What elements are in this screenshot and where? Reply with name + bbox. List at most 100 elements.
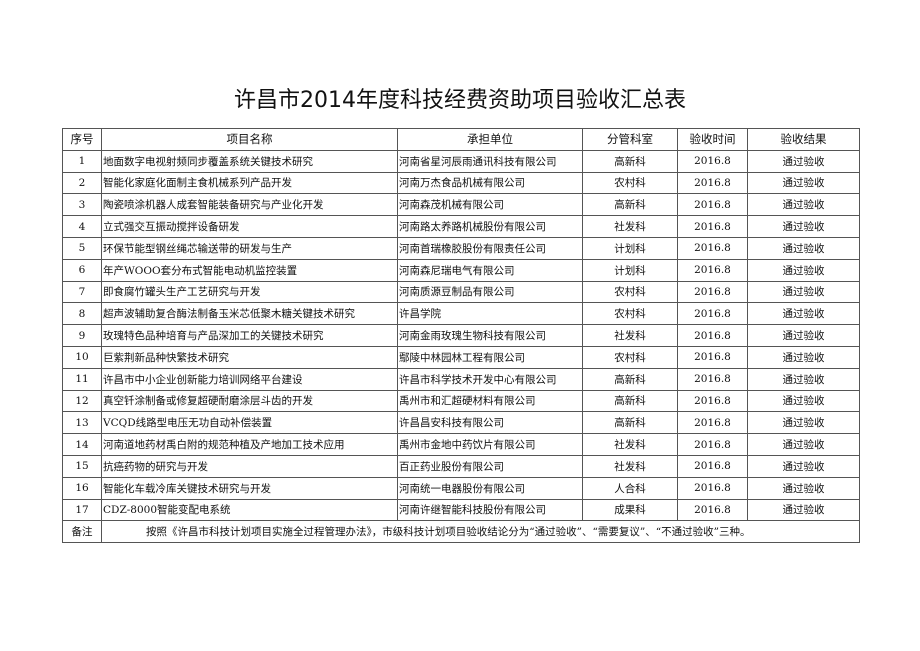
col-acceptance-result-cell: 通过验收 (747, 433, 860, 456)
col-department-cell: 农村科 (582, 171, 678, 195)
col-index-cell: 1 (62, 149, 102, 173)
col-organization-cell: 河南路太养路机械股份有限公司 (397, 215, 583, 238)
table-row: 7 即食腐竹罐头生产工艺研究与开发 河南质源豆制品有限公司 农村科 2016.8 通过验收 (62, 280, 860, 304)
col-acceptance-result-cell: 通过验收 (747, 367, 860, 391)
col-department-cell: 农村科 (582, 280, 678, 304)
col-department-cell: 计划科 (582, 236, 678, 260)
note-row: 备注 按照《许昌市科技计划项目实施全过程管理办法》，市级科技计划项目验收结论分为“… (62, 520, 860, 544)
col-index-cell: 8 (62, 302, 102, 326)
col-acceptance-result-cell: 通过验收 (747, 389, 860, 413)
col-index-cell: 11 (62, 367, 102, 391)
col-acceptance-time-cell: 2016.8 (677, 149, 748, 173)
col-organization-cell: 河南森尼瑞电气有限公司 (397, 258, 583, 282)
table-row: 10 巨紫荆新品种快繁技术研究 鄢陵中林园林工程有限公司 农村科 2016.8 通过验收 (62, 345, 860, 369)
col-organization-cell: 河南万杰食品机械有限公司 (397, 171, 583, 195)
col-index-cell: 3 (62, 193, 102, 217)
col-organization-cell: 河南质源豆制品有限公司 (397, 280, 583, 304)
col-index-header: 序号 (62, 128, 102, 151)
table-row: 3 陶瓷喷涂机器人成套智能装备研究与产业化开发 河南森茂机械有限公司 高新科 2016.… (62, 193, 860, 217)
col-acceptance-time-cell: 2016.8 (677, 215, 748, 238)
col-index-cell: 7 (62, 280, 102, 304)
col-acceptance-time-cell: 2016.8 (677, 367, 748, 391)
table-row: 16 智能化车载冷库关键技术研究与开发 河南统一电器股份有限公司 人合科 2016.8 通… (62, 476, 860, 500)
table-row: 2 智能化家庭化面制主食机械系列产品开发 河南万杰食品机械有限公司 农村科 2016.8… (62, 171, 860, 195)
col-department-cell: 计划科 (582, 258, 678, 282)
col-organization-cell: 河南省星河辰雨通讯科技有限公司 (397, 149, 583, 173)
col-index-cell: 4 (62, 215, 102, 238)
col-department-cell: 社发科 (582, 433, 678, 456)
col-acceptance-time-cell: 2016.8 (677, 476, 748, 500)
table-row: 4 立式强交互振动搅拌设备研发 河南路太养路机械股份有限公司 社发科 2016.8 通过验… (62, 215, 860, 238)
col-department-cell: 高新科 (582, 149, 678, 173)
col-project-name-cell: 环保节能型钢丝绳芯输送带的研发与生产 (101, 236, 398, 260)
col-acceptance-result-cell: 通过验收 (747, 498, 860, 522)
col-department-cell: 高新科 (582, 193, 678, 217)
col-organization-cell: 百正药业股份有限公司 (397, 454, 583, 478)
col-organization-cell: 河南许继智能科技股份有限公司 (397, 498, 583, 522)
col-project-name-cell: CDZ-8000智能变配电系统 (101, 498, 398, 522)
col-organization-cell: 禹州市和汇超硬材料有限公司 (397, 389, 583, 413)
col-acceptance-time-cell: 2016.8 (677, 324, 748, 347)
col-acceptance-result-cell: 通过验收 (747, 345, 860, 369)
table-row: 1 地面数字电视射频同步覆盖系统关键技术研究 河南省星河辰雨通讯科技有限公司 高新科 2… (62, 149, 860, 173)
col-acceptance-time-cell: 2016.8 (677, 389, 748, 413)
col-project-name-cell: 玫瑰特色品种培育与产品深加工的关键技术研究 (101, 324, 398, 347)
col-index-cell: 14 (62, 433, 102, 456)
col-project-name-cell: 智能化家庭化面制主食机械系列产品开发 (101, 171, 398, 195)
table-row: 15 抗癌药物的研究与开发 百正药业股份有限公司 社发科 2016.8 通过验收 (62, 454, 860, 478)
col-organization-cell: 禹州市金地中药饮片有限公司 (397, 433, 583, 456)
acceptance-summary-table: 序号 项目名称 承担单位 分管科室 验收时间 验收结果 1 地面数字电视射频同步覆盖系统关键… (62, 128, 860, 544)
col-acceptance-result-cell: 通过验收 (747, 215, 860, 238)
col-acceptance-result-cell: 通过验收 (747, 302, 860, 326)
col-department-cell: 高新科 (582, 389, 678, 413)
col-acceptance-time-cell: 2016.8 (677, 345, 748, 369)
header-row: 序号 项目名称 承担单位 分管科室 验收时间 验收结果 (62, 128, 860, 151)
col-index-cell: 17 (62, 498, 102, 522)
note-text: 按照《许昌市科技计划项目实施全过程管理办法》，市级科技计划项目验收结论分为“通过… (101, 520, 860, 544)
col-department-cell: 社发科 (582, 454, 678, 478)
col-organization-header: 承担单位 (397, 128, 583, 151)
col-organization-cell: 河南首瑞橡胶股份有限责任公司 (397, 236, 583, 260)
table-row: 14 河南道地药材禹白附的规范种植及产地加工技术应用 禹州市金地中药饮片有限公司 社发… (62, 433, 860, 456)
table-row: 6 年产WOOO套分布式智能电动机监控装置 河南森尼瑞电气有限公司 计划科 2016.8… (62, 258, 860, 282)
col-acceptance-result-cell: 通过验收 (747, 193, 860, 217)
col-acceptance-time-cell: 2016.8 (677, 433, 748, 456)
col-project-name-cell: 真空钎涂制备或修复超硬耐磨涂层斗齿的开发 (101, 389, 398, 413)
col-index-cell: 10 (62, 345, 102, 369)
col-organization-cell: 河南森茂机械有限公司 (397, 193, 583, 217)
col-index-cell: 6 (62, 258, 102, 282)
col-acceptance-result-cell: 通过验收 (747, 149, 860, 173)
col-index-cell: 2 (62, 171, 102, 195)
col-acceptance-time-cell: 2016.8 (677, 411, 748, 435)
col-department-cell: 农村科 (582, 345, 678, 369)
col-organization-cell: 许昌昌安科技有限公司 (397, 411, 583, 435)
col-organization-cell: 河南金雨玫瑰生物科技有限公司 (397, 324, 583, 347)
col-acceptance-result-cell: 通过验收 (747, 171, 860, 195)
col-project-name-cell: 年产WOOO套分布式智能电动机监控装置 (101, 258, 398, 282)
col-organization-cell: 许昌市科学技术开发中心有限公司 (397, 367, 583, 391)
col-project-name-cell: 即食腐竹罐头生产工艺研究与开发 (101, 280, 398, 304)
table-row: 13 VCQD线路型电压无功自动补偿装置 许昌昌安科技有限公司 高新科 2016.8 通过… (62, 411, 860, 435)
col-project-name-cell: 巨紫荆新品种快繁技术研究 (101, 345, 398, 369)
col-project-name-cell: 超声波辅助复合酶法制备玉米芯低聚木糖关键技术研究 (101, 302, 398, 326)
col-acceptance-result-cell: 通过验收 (747, 454, 860, 478)
table-row: 12 真空钎涂制备或修复超硬耐磨涂层斗齿的开发 禹州市和汇超硬材料有限公司 高新科 20… (62, 389, 860, 413)
table-row: 5 环保节能型钢丝绳芯输送带的研发与生产 河南首瑞橡胶股份有限责任公司 计划科 2016… (62, 236, 860, 260)
col-project-name-cell: 智能化车载冷库关键技术研究与开发 (101, 476, 398, 500)
col-project-name-cell: 立式强交互振动搅拌设备研发 (101, 215, 398, 238)
col-acceptance-result-cell: 通过验收 (747, 280, 860, 304)
col-department-header: 分管科室 (582, 128, 678, 151)
col-acceptance-result-cell: 通过验收 (747, 236, 860, 260)
table-row: 9 玫瑰特色品种培育与产品深加工的关键技术研究 河南金雨玫瑰生物科技有限公司 社发科 2… (62, 324, 860, 347)
col-acceptance-time-cell: 2016.8 (677, 280, 748, 304)
col-acceptance-time-cell: 2016.8 (677, 454, 748, 478)
note-label: 备注 (62, 520, 102, 544)
col-organization-cell: 河南统一电器股份有限公司 (397, 476, 583, 500)
col-department-cell: 人合科 (582, 476, 678, 500)
col-project-name-cell: 河南道地药材禹白附的规范种植及产地加工技术应用 (101, 433, 398, 456)
col-index-cell: 12 (62, 389, 102, 413)
col-acceptance-time-cell: 2016.8 (677, 302, 748, 326)
col-index-cell: 15 (62, 454, 102, 478)
col-department-cell: 社发科 (582, 215, 678, 238)
col-project-name-cell: 陶瓷喷涂机器人成套智能装备研究与产业化开发 (101, 193, 398, 217)
